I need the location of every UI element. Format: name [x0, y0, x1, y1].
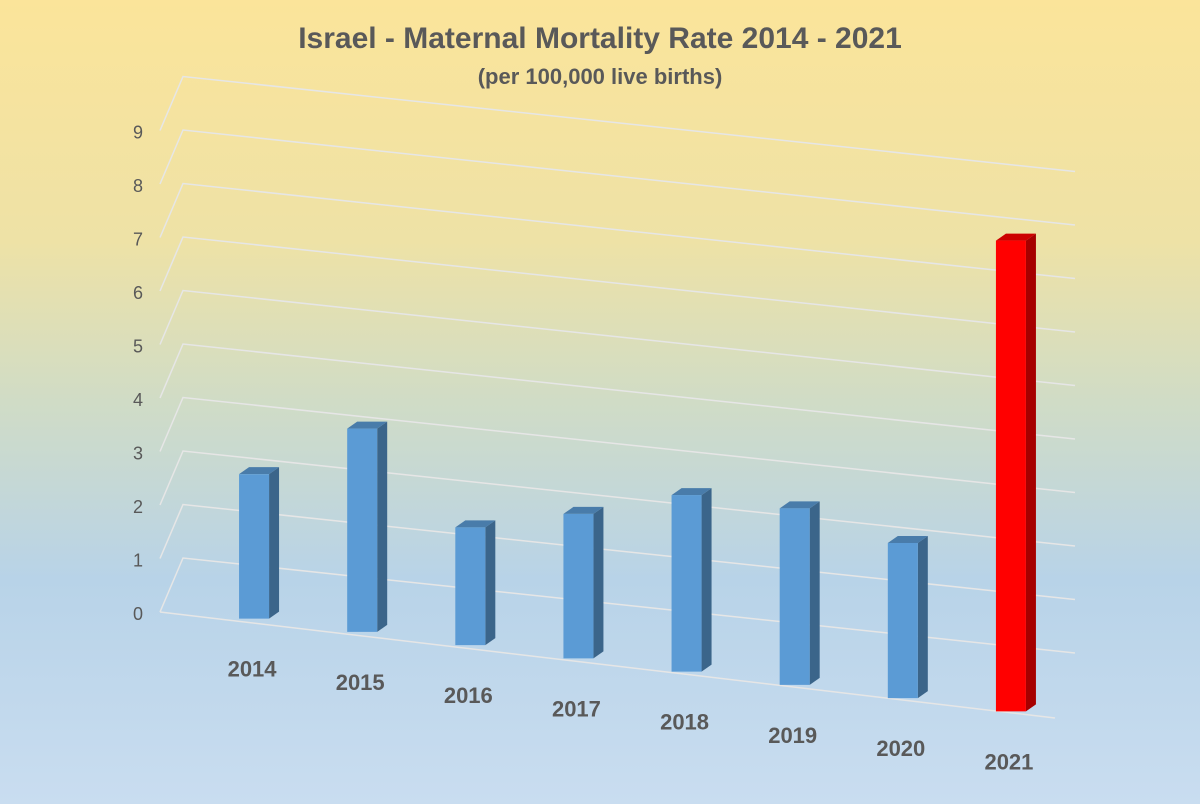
y-tick-label: 9	[133, 123, 143, 143]
x-tick-label: 2014	[228, 657, 278, 682]
x-tick-label: 2019	[768, 723, 817, 748]
bar-front	[455, 527, 486, 646]
x-tick-label: 2021	[984, 749, 1033, 774]
y-tick-label: 1	[133, 551, 143, 571]
gridline	[159, 450, 1076, 547]
bar-front	[563, 513, 594, 659]
floor-edge	[159, 611, 1056, 719]
y-tick-label: 6	[133, 283, 143, 303]
y-tick-label: 3	[133, 444, 143, 464]
bar-side	[593, 506, 604, 659]
bar-side	[377, 421, 388, 632]
bar-top	[779, 501, 820, 509]
gridlines	[159, 75, 1076, 719]
bar-side	[917, 535, 928, 699]
gridline	[159, 557, 1076, 654]
gridline	[159, 75, 1076, 173]
bar-2014	[239, 467, 280, 619]
bar-2019	[779, 501, 820, 685]
bar-2021	[995, 233, 1036, 712]
chart-subtitle: (per 100,000 live births)	[477, 64, 723, 89]
x-tick-label: 2017	[552, 696, 601, 721]
bar-side	[809, 501, 820, 685]
bar-front	[779, 508, 810, 685]
bar-top	[347, 421, 388, 429]
bar-top	[887, 535, 928, 543]
y-tick-label: 0	[133, 604, 143, 624]
gridline	[159, 182, 1076, 280]
gridline	[159, 396, 1076, 494]
gridline	[159, 129, 1076, 226]
bar-front	[887, 542, 918, 699]
bar-top	[455, 520, 496, 528]
gridline	[159, 236, 1076, 333]
bar-front	[239, 474, 270, 619]
bar-top	[563, 506, 604, 514]
bar-2016	[455, 520, 496, 646]
y-tick-label: 4	[133, 390, 143, 410]
bar-2020	[887, 535, 928, 699]
bar-side	[485, 520, 496, 646]
bar-2015	[347, 421, 388, 632]
chart-title: Israel - Maternal Mortality Rate 2014 - …	[298, 22, 902, 55]
bar-top	[995, 233, 1036, 241]
bar-side	[269, 467, 280, 619]
bar-2018	[671, 488, 712, 672]
bars	[239, 233, 1036, 712]
gridline	[159, 289, 1076, 387]
y-tick-label: 2	[133, 497, 143, 517]
bar-2017	[563, 506, 604, 659]
bar-top	[239, 467, 280, 475]
x-tick-label: 2018	[660, 710, 709, 735]
y-tick-label: 5	[133, 337, 143, 357]
y-tick-label: 7	[133, 230, 143, 250]
gridline	[159, 343, 1076, 440]
bar-front	[671, 495, 702, 672]
y-tick-label: 8	[133, 176, 143, 196]
bar-front	[995, 240, 1026, 712]
x-tick-label: 2020	[876, 736, 925, 761]
x-tick-label: 2016	[444, 683, 493, 708]
bar-side	[1025, 233, 1036, 712]
bar-front	[347, 428, 378, 632]
bar-top	[671, 488, 712, 496]
x-axis-labels: 2014 2015 2016 2017 2018 2019 2020 2021	[228, 657, 1034, 775]
x-tick-label: 2015	[336, 670, 385, 695]
gridline	[159, 503, 1076, 601]
bar-side	[701, 488, 712, 672]
y-axis-ticks: 0 1 2 3 4 5 6 7 8 9	[133, 123, 143, 625]
